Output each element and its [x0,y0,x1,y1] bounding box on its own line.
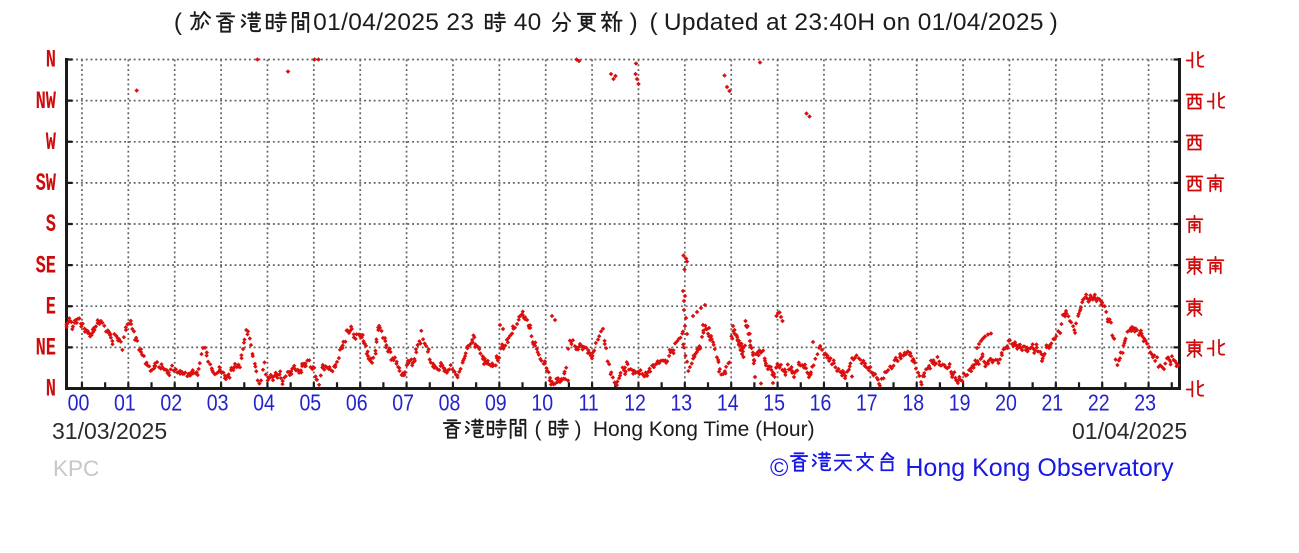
svg-text:NE: NE [36,335,56,363]
svg-text:E: E [46,294,56,322]
svg-text:23: 23 [1134,390,1156,416]
svg-text:20: 20 [995,390,1017,416]
svg-text:11: 11 [578,390,598,416]
svg-text:04: 04 [253,390,275,416]
svg-text:03: 03 [207,390,229,416]
svg-text:10: 10 [531,390,553,416]
svg-text:06: 06 [346,390,368,416]
svg-text:16: 16 [810,390,832,416]
svg-text:19: 19 [949,390,971,416]
svg-text:N: N [46,47,56,75]
svg-text:08: 08 [439,390,461,416]
svg-text:17: 17 [856,390,878,416]
svg-text:02: 02 [160,390,182,416]
svg-text:SW: SW [36,170,57,198]
svg-text:12: 12 [624,390,646,416]
svg-text:NW: NW [36,88,57,116]
svg-text:21: 21 [1041,390,1063,416]
svg-text:00: 00 [68,390,90,416]
svg-text:05: 05 [299,390,321,416]
svg-text:S: S [46,211,56,239]
svg-text:13: 13 [670,390,692,416]
svg-text:07: 07 [392,390,414,416]
svg-text:14: 14 [717,390,739,416]
svg-text:01: 01 [114,390,136,416]
svg-text:18: 18 [902,390,924,416]
svg-text:N: N [46,376,56,404]
svg-text:W: W [46,129,56,157]
svg-text:22: 22 [1088,390,1110,416]
svg-text:15: 15 [763,390,785,416]
svg-text:09: 09 [485,390,507,416]
svg-text:SE: SE [36,252,56,280]
